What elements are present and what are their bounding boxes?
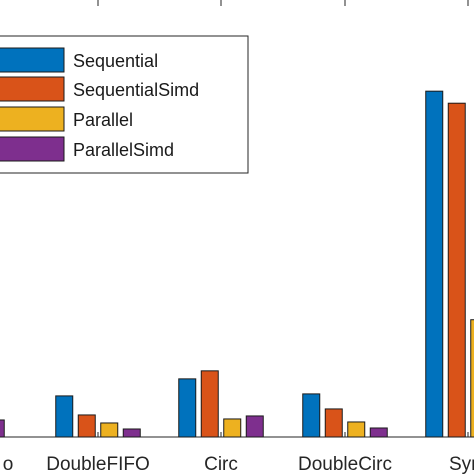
bar-parallel-circ (223, 418, 242, 438)
bar-parallelsimd-fifo (0, 419, 5, 438)
legend-label: ParallelSimd (73, 140, 174, 160)
bar-sequential-doublefifo (55, 395, 74, 438)
x-tick-label: Sym (449, 454, 474, 474)
bar-sequentialsimd-doublefifo (77, 414, 96, 438)
legend-label: Sequential (73, 51, 158, 71)
bars (0, 90, 474, 438)
legend-label: SequentialSimd (73, 80, 199, 100)
bar-sequentialsimd-sym (447, 102, 466, 438)
legend-label: Parallel (73, 110, 133, 130)
legend-swatch (0, 106, 65, 132)
bar-parallelsimd-doublecirc (369, 427, 388, 438)
bar-sequential-doublecirc (302, 393, 321, 438)
bar-parallelsimd-circ (245, 415, 264, 438)
legend-swatch (0, 47, 65, 73)
bar-sequentialsimd-doublecirc (324, 408, 343, 438)
legend: Sequential SequentialSimd Parallel Parallel… (0, 35, 249, 174)
bar-parallel-doublefifo (100, 422, 119, 438)
legend-swatch (0, 136, 65, 162)
x-tick-label: o (3, 454, 14, 474)
x-tick-labels: o DoubleFIFO Circ DoubleCirc Sym (3, 454, 474, 474)
bar-sequential-circ (178, 378, 197, 438)
x-tick-label: DoubleCirc (298, 454, 392, 474)
bar-parallel-sym (470, 319, 474, 438)
bar-parallel-doublecirc (347, 421, 366, 438)
bar-sequentialsimd-circ (200, 370, 219, 438)
x-tick-label: DoubleFIFO (46, 454, 149, 474)
bar-sequential-sym (425, 90, 444, 438)
x-tick-label: Circ (204, 454, 238, 474)
bar-parallelsimd-doublefifo (122, 428, 141, 438)
legend-swatch (0, 76, 65, 102)
